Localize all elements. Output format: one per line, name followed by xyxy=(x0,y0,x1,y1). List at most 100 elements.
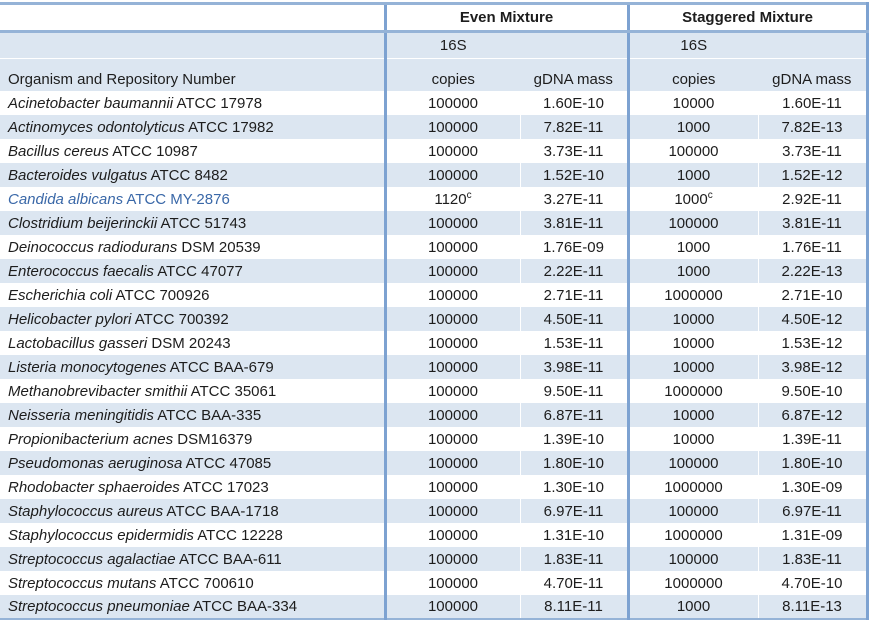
organism-name: Streptococcus agalactiae xyxy=(8,550,176,568)
staggered-gdna-mass-cell: 8.11E-13 xyxy=(758,595,869,620)
even-gdna-mass-cell: 7.82E-11 xyxy=(520,115,629,139)
organism-cell: Bacteroides vulgatus ATCC 8482 xyxy=(0,163,386,187)
subheader-row-columns: Organism and Repository Number copies gD… xyxy=(0,58,869,91)
organism-name: Helicobacter pylori xyxy=(8,310,132,328)
even-16s-copies-cell: 100000 xyxy=(383,211,521,235)
staggered-gdna-mass-cell: 3.73E-11 xyxy=(758,139,869,163)
even-16s-copies-cell: 100000 xyxy=(383,235,521,259)
table-row: Streptococcus mutans ATCC 700610 100000 4.… xyxy=(0,571,869,595)
organism-name: Streptococcus mutans xyxy=(8,574,157,592)
even-mixture-header: Even Mixture xyxy=(383,2,628,33)
table-row: Acinetobacter baumannii ATCC 17978 100000… xyxy=(0,91,869,115)
organism-name: Staphylococcus aureus xyxy=(8,502,164,520)
organism-name: Bacteroides vulgatus xyxy=(8,166,148,184)
even-16s-copies-cell: 100000 xyxy=(383,595,521,620)
organism-cell: Staphylococcus aureus ATCC BAA-1718 xyxy=(0,499,386,523)
even-gdna-mass-cell: 4.70E-11 xyxy=(520,571,629,595)
staggered-gdna-mass-cell: 6.87E-12 xyxy=(758,403,869,427)
even-16s-copies-cell: 100000 xyxy=(383,355,521,379)
staggered-gdna-mass-cell: 4.50E-12 xyxy=(758,307,869,331)
table-row: Streptococcus pneumoniae ATCC BAA-334 100… xyxy=(0,595,869,620)
staggered-gdna-mass-cell: 1.83E-11 xyxy=(758,547,869,571)
even-gdna-mass-cell: 2.22E-11 xyxy=(520,259,629,283)
staggered-16s-copies-cell: 1000 xyxy=(626,259,759,283)
table-row: Staphylococcus aureus ATCC BAA-1718 10000… xyxy=(0,499,869,523)
staggered-gdna-mass-cell: 2.22E-13 xyxy=(758,259,869,283)
even-16s-copies-cell: 100000 xyxy=(383,163,521,187)
staggered-16s-copies-cell: 10000 xyxy=(626,331,759,355)
staggered-gdna-mass-cell: 1.53E-12 xyxy=(758,331,869,355)
organism-cell: Listeria monocytogenes ATCC BAA-679 xyxy=(0,355,386,379)
even-16s-copies-cell: 100000 xyxy=(383,115,521,139)
even-gdna-mass-cell: 8.11E-11 xyxy=(520,595,629,620)
table-header: Even Mixture Staggered Mixture 16S 16S O… xyxy=(0,2,869,91)
staggered-16s-copies-cell: 100000 xyxy=(626,451,759,475)
staggered-16s-copies-cell: 1000000 xyxy=(626,523,759,547)
organism-name: Neisseria meningitidis xyxy=(8,406,154,424)
staggered-gdna-mass-cell: 1.76E-11 xyxy=(758,235,869,259)
table-body: Acinetobacter baumannii ATCC 17978 100000… xyxy=(0,91,869,620)
table-row: Propionibacterium acnes DSM16379 100000 1.… xyxy=(0,427,869,451)
staggered-gdna-mass-cell: 1.80E-10 xyxy=(758,451,869,475)
organism-cell: Actinomyces odontolyticus ATCC 17982 xyxy=(0,115,386,139)
mixture-composition-table: Even Mixture Staggered Mixture 16S 16S O… xyxy=(0,2,869,620)
table-row: Methanobrevibacter smithii ATCC 35061 100… xyxy=(0,379,869,403)
table-row: Escherichia coli ATCC 700926 100000 2.71E-… xyxy=(0,283,869,307)
staggered-gdna-mass-cell: 1.30E-09 xyxy=(758,475,869,499)
table-row: Neisseria meningitidis ATCC BAA-335 10000… xyxy=(0,403,869,427)
table-row: Bacillus cereus ATCC 10987 100000 3.73E-11… xyxy=(0,139,869,163)
staggered-16s-copies-cell: 10000 xyxy=(626,427,759,451)
staggered-16s-copies-cell: 10000 xyxy=(626,355,759,379)
staggered-gdna-mass-cell: 7.82E-13 xyxy=(758,115,869,139)
even-gdna-mass-cell: 1.53E-11 xyxy=(520,331,629,355)
table-row: Candida albicans ATCC MY-2876 1120c 3.27E-… xyxy=(0,187,869,211)
table-row: Streptococcus agalactiae ATCC BAA-611 100… xyxy=(0,547,869,571)
even-gdna-mass-cell: 1.39E-10 xyxy=(520,427,629,451)
table-row: Rhodobacter sphaeroides ATCC 17023 100000… xyxy=(0,475,869,499)
staggered-gdna-mass-cell: 4.70E-10 xyxy=(758,571,869,595)
empty-cell xyxy=(520,31,628,59)
organism-cell: Deinococcus radiodurans DSM 20539 xyxy=(0,235,386,259)
staggered-gdna-mass-cell: 1.60E-11 xyxy=(758,91,869,115)
organism-name: Lactobacillus gasseri xyxy=(8,334,148,352)
organism-cell: Propionibacterium acnes DSM16379 xyxy=(0,427,386,451)
even-16s-copies-cell: 100000 xyxy=(383,547,521,571)
organism-cell: Rhodobacter sphaeroides ATCC 17023 xyxy=(0,475,386,499)
even-gdna-mass-cell: 3.81E-11 xyxy=(520,211,629,235)
staggered-16s-copies-cell: 10000 xyxy=(626,403,759,427)
organism-cell: Enterococcus faecalis ATCC 47077 xyxy=(0,259,386,283)
table-row: Bacteroides vulgatus ATCC 8482 100000 1.52… xyxy=(0,163,869,187)
even-gdna-mass-cell: 1.76E-09 xyxy=(520,235,629,259)
staggered-16s-copies-cell: 100000 xyxy=(626,211,759,235)
footnote-marker: c xyxy=(466,189,472,201)
even-16s-copies-cell: 1120c xyxy=(383,187,521,211)
even-gdna-mass-cell: 1.31E-10 xyxy=(520,523,629,547)
organism-cell: Helicobacter pylori ATCC 700392 xyxy=(0,307,386,331)
organism-cell: Lactobacillus gasseri DSM 20243 xyxy=(0,331,386,355)
empty-cell xyxy=(758,31,869,59)
organism-name: Clostridium beijerinckii xyxy=(8,214,158,232)
even-16s-copies-cell: 100000 xyxy=(383,307,521,331)
even-16s-copies-cell: 100000 xyxy=(383,523,521,547)
even-16s-copies-cell: 100000 xyxy=(383,379,521,403)
staggered-gdna-mass-cell: 6.97E-11 xyxy=(758,499,869,523)
organism-cell: Clostridium beijerinckii ATCC 51743 xyxy=(0,211,386,235)
even-16s-label: 16S xyxy=(383,31,520,59)
table-row: Pseudomonas aeruginosa ATCC 47085 100000 1… xyxy=(0,451,869,475)
even-gdna-mass-label: gDNA mass xyxy=(520,58,628,91)
staggered-16s-copies-cell: 100000 xyxy=(626,499,759,523)
even-16s-copies-cell: 100000 xyxy=(383,139,521,163)
table-row: Deinococcus radiodurans DSM 20539 100000 1… xyxy=(0,235,869,259)
organism-cell: Streptococcus agalactiae ATCC BAA-611 xyxy=(0,547,386,571)
organism-cell: Acinetobacter baumannii ATCC 17978 xyxy=(0,91,386,115)
staggered-gdna-mass-cell: 1.31E-09 xyxy=(758,523,869,547)
even-gdna-mass-cell: 1.83E-11 xyxy=(520,547,629,571)
staggered-16s-copies-cell: 1000 xyxy=(626,595,759,620)
staggered-16s-copies-cell: 100000 xyxy=(626,139,759,163)
organism-cell: Streptococcus pneumoniae ATCC BAA-334 xyxy=(0,595,386,620)
staggered-gdna-mass-cell: 2.71E-10 xyxy=(758,283,869,307)
even-copies-label: copies xyxy=(383,58,520,91)
even-16s-copies-cell: 100000 xyxy=(383,331,521,355)
empty-corner-cell xyxy=(0,2,385,33)
staggered-gdna-mass-cell: 3.98E-12 xyxy=(758,355,869,379)
